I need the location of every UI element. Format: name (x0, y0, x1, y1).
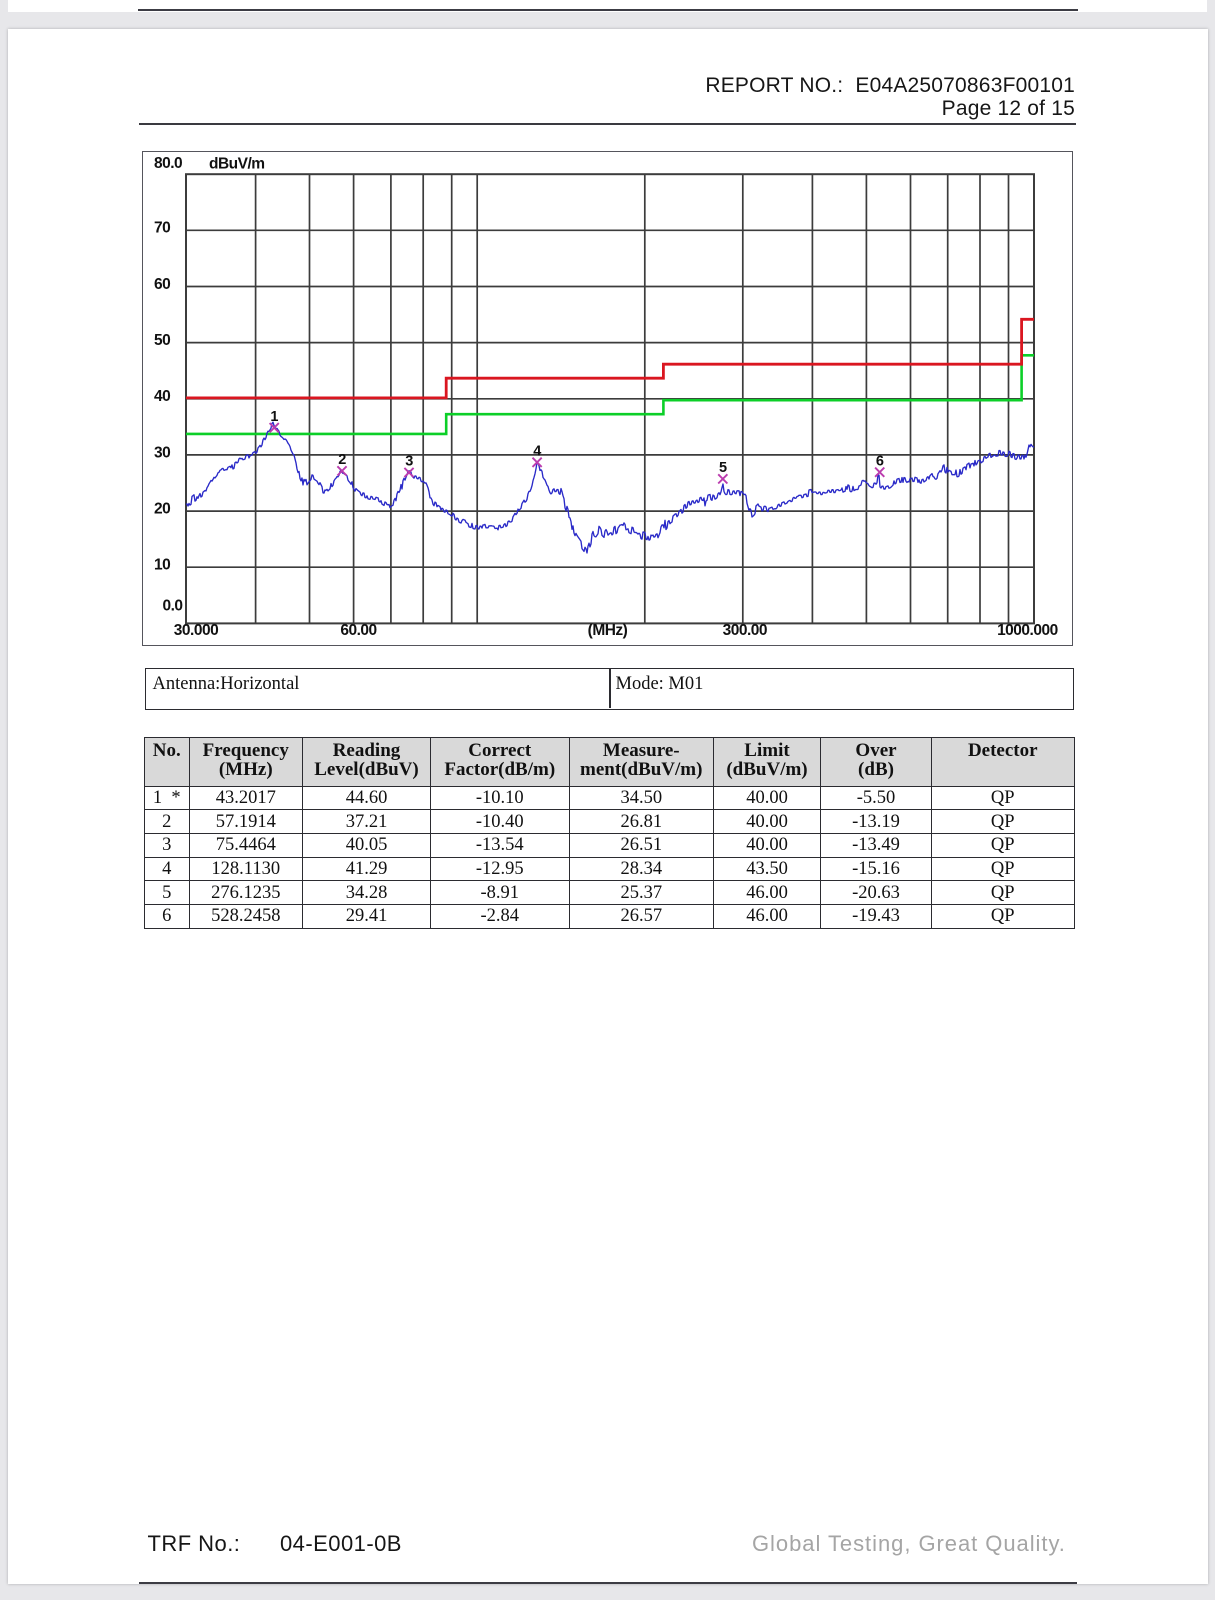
svg-text:70: 70 (154, 220, 170, 237)
svg-text:1: 1 (270, 409, 278, 425)
svg-text:1000.000: 1000.000 (997, 622, 1058, 639)
svg-text:0.0: 0.0 (163, 598, 183, 615)
svg-text:20: 20 (154, 501, 170, 518)
svg-text:dBuV/m: dBuV/m (209, 155, 265, 172)
svg-text:3: 3 (405, 454, 413, 470)
svg-text:50: 50 (154, 332, 170, 349)
svg-text:40: 40 (154, 388, 170, 405)
svg-text:60.00: 60.00 (340, 622, 376, 639)
svg-text:(MHz): (MHz) (588, 622, 628, 639)
svg-text:2: 2 (338, 452, 346, 468)
svg-text:30.000: 30.000 (174, 622, 218, 639)
svg-text:80.0: 80.0 (154, 155, 182, 172)
svg-text:4: 4 (533, 444, 541, 460)
svg-text:6: 6 (876, 453, 884, 469)
svg-text:60: 60 (154, 276, 170, 293)
svg-text:5: 5 (719, 460, 727, 476)
svg-text:10: 10 (154, 557, 170, 574)
svg-text:30: 30 (154, 444, 170, 461)
svg-text:300.00: 300.00 (723, 622, 767, 639)
